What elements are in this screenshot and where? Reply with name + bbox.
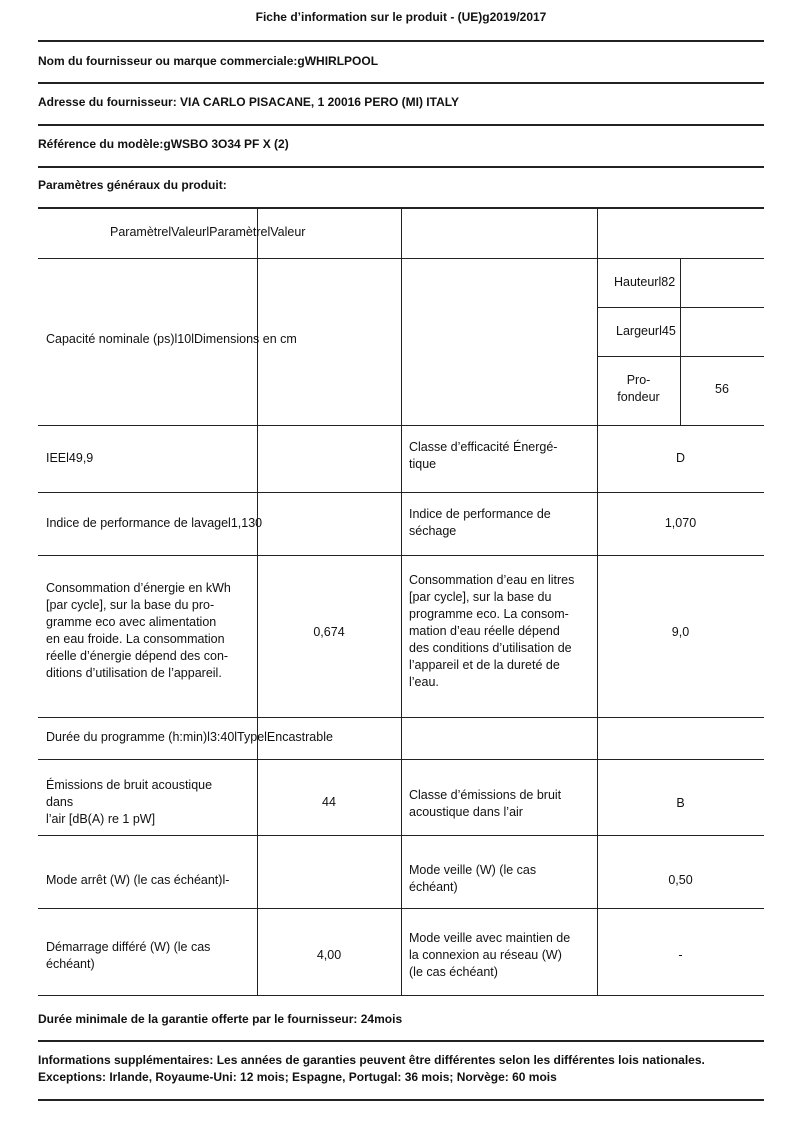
noise-class-label: Classe d’émissions de bruit acoustique d…	[409, 788, 562, 819]
network-standby-value: -	[678, 948, 683, 962]
height-cell: Hauteurl82	[614, 275, 676, 289]
additional-info-line1: Informations supplémentaires: Les années…	[38, 1053, 705, 1067]
model-reference: Référence du modèle:gWSBO 3O34 PF X (2)	[38, 137, 289, 151]
duration-row: Durée du programme (h:min)l3:40lTypelEnc…	[46, 730, 333, 744]
supplier-address: Adresse du fournisseur: VIA CARLO PISACA…	[38, 95, 459, 109]
dry-performance-label: Indice de performance de séchage	[409, 507, 551, 538]
noise-value: 44	[322, 795, 336, 809]
width-cell: Largeurl45	[616, 324, 676, 338]
water-consumption-value: 9,0	[671, 625, 690, 639]
water-consumption-label: Consommation d’eau en litres [par cycle]…	[409, 573, 575, 689]
standby-value: 0,50	[668, 873, 693, 887]
energy-consumption-label: Consommation d’énergie en kWh [par cycle…	[46, 581, 231, 680]
delayed-start-label: Démarrage différé (W) (le cas échéant)	[46, 940, 211, 971]
energy-class-value: D	[675, 451, 686, 465]
warranty-duration: Durée minimale de la garantie offerte pa…	[38, 1012, 403, 1026]
delayed-start-value: 4,00	[316, 948, 342, 962]
eei-row: IEEl49,9	[46, 451, 94, 465]
network-standby-label: Mode veille avec maintien de la connexio…	[409, 931, 571, 979]
capacity-row: Capacité nominale (ps)l10lDimensions en …	[46, 332, 297, 346]
dry-performance-value: 1,070	[664, 516, 697, 530]
table-header: ParamètrelValeurlParamètrelValeur	[110, 225, 306, 239]
wash-performance-row: Indice de performance de lavagel1,130	[46, 516, 263, 530]
off-mode-row: Mode arrêt (W) (le cas échéant)l-	[46, 873, 230, 887]
general-parameters-heading: Paramètres généraux du produit:	[38, 178, 227, 192]
noise-class-value: B	[676, 796, 685, 810]
noise-label: Émissions de bruit acoustique dans l’air…	[46, 778, 213, 826]
standby-label: Mode veille (W) (le cas échéant)	[409, 863, 537, 894]
additional-info-line2: Exceptions: Irlande, Royaume-Uni: 12 moi…	[38, 1070, 557, 1084]
depth-value: 56	[715, 382, 729, 396]
supplier-name: Nom du fournisseur ou marque commerciale…	[38, 54, 379, 68]
energy-consumption-value: 0,674	[313, 625, 345, 639]
energy-class-label: Classe d’efficacité Énergé- tique	[409, 440, 558, 471]
document-title: Fiche d’information sur le produit - (UE…	[255, 10, 547, 24]
depth-label: Pro- fondeur	[617, 373, 660, 404]
